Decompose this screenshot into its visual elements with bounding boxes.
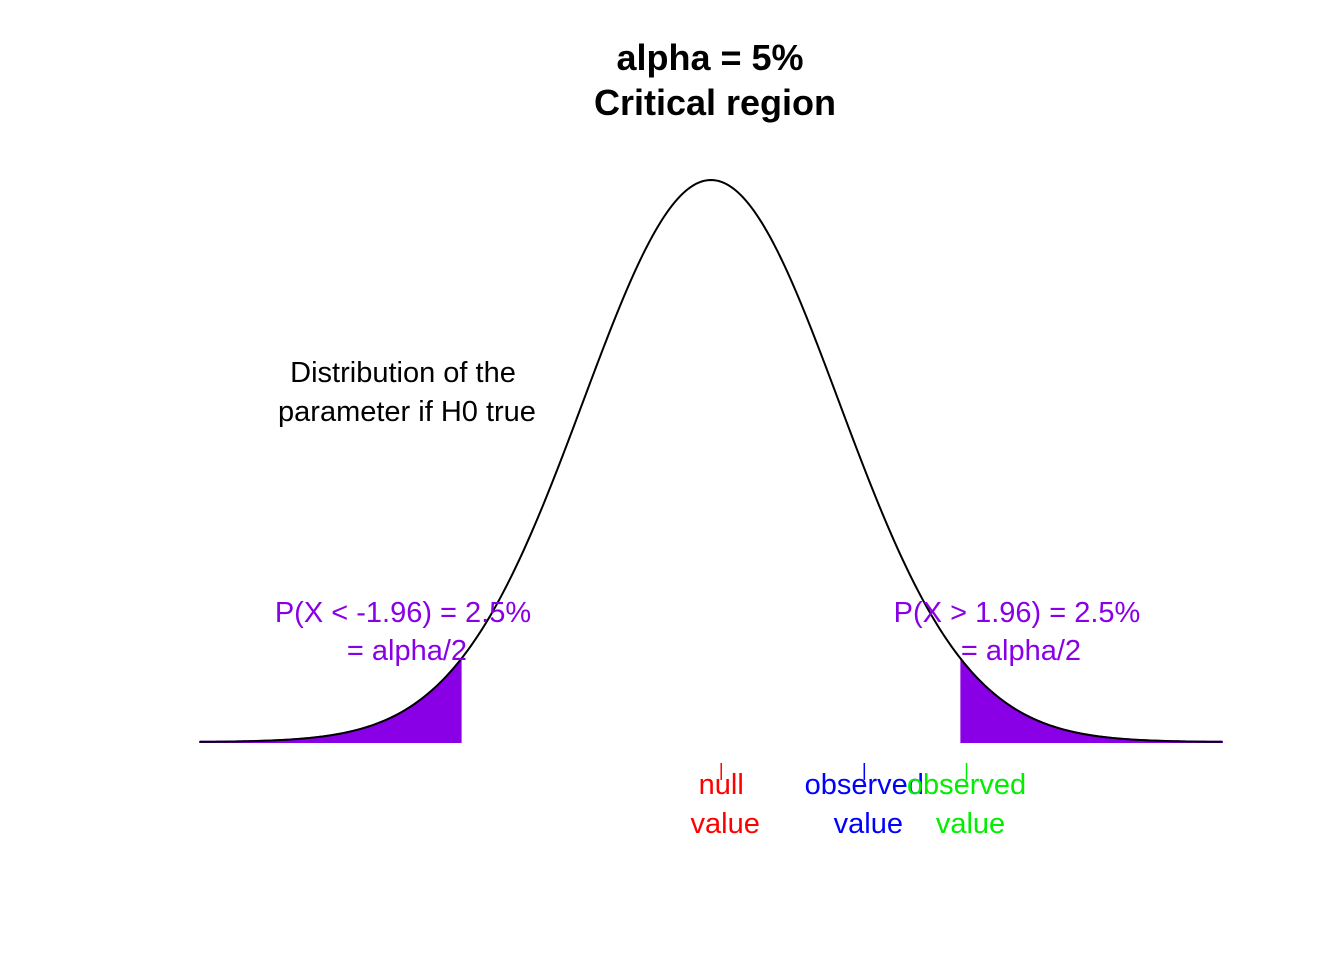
right-tail-label-line2: = alpha/2 [961, 635, 1081, 667]
marker-label-observed-green-line1: observed [907, 769, 1026, 801]
marker-label-null-line1: null [699, 769, 744, 801]
marker-label-observed-green-line2: value [936, 808, 1005, 840]
density-curve [199, 178, 1223, 743]
right-tail-shade [960, 656, 1223, 743]
distribution-label-line2: parameter if H0 true [278, 396, 536, 428]
marker-label-observed-blue-line2: value [834, 808, 903, 840]
left-tail-shade [199, 656, 462, 743]
chart-title-line2: Critical region [594, 82, 836, 123]
left-tail-label-line1: P(X < -1.96) = 2.5% [275, 597, 531, 629]
right-tail-label-line1: P(X > 1.96) = 2.5% [894, 597, 1141, 629]
chart-title-line1: alpha = 5% [616, 37, 803, 78]
marker-label-null-line2: value [691, 808, 760, 840]
left-tail-label-line2: = alpha/2 [347, 635, 467, 667]
distribution-label-line1: Distribution of the [290, 357, 516, 389]
marker-label-observed-blue-line1: observed [805, 769, 924, 801]
